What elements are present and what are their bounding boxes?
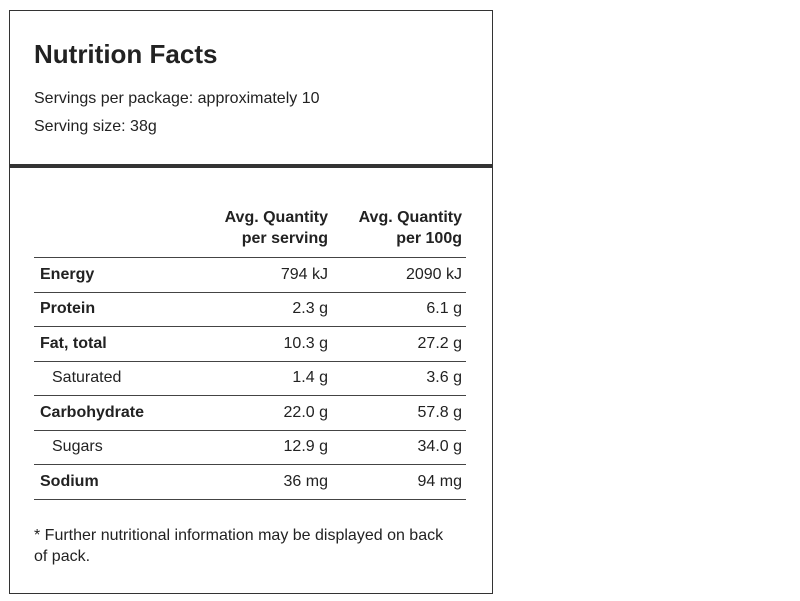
nutrient-value: 2090 kJ — [332, 257, 466, 292]
nutrient-name: Fat, total — [34, 326, 198, 361]
nutrient-value: 57.8 g — [332, 395, 466, 430]
nutrient-value: 34.0 g — [332, 429, 466, 465]
nutrient-value: 2.3 g — [198, 291, 332, 327]
footnote: * Further nutritional information may be… — [34, 527, 444, 565]
nutrient-name: Carbohydrate — [34, 395, 198, 430]
header-line: Avg. Quantity — [224, 209, 328, 226]
nutrient-row: Saturated 1.4 g 3.6 g — [34, 360, 466, 396]
nutrient-value: 22.0 g — [198, 395, 332, 430]
column-header: Avg. Quantity per serving — [198, 207, 332, 258]
nutrient-row: Carbohydrate 22.0 g 57.8 g — [34, 395, 466, 430]
servings: Servings per package: approximately 10 — [34, 90, 320, 107]
nutrient-name: Sodium — [34, 464, 198, 500]
nutrition-panel: Nutrition Facts Servings per package: ap… — [9, 10, 493, 594]
nutrient-value: 27.2 g — [332, 326, 466, 361]
serving-size: Serving size: 38g — [34, 118, 157, 135]
header-row: Avg. Quantity per serving Avg. Quantity pe… — [34, 207, 466, 258]
nutrient-name: Sugars — [34, 429, 198, 465]
nutrient-value: 12.9 g — [198, 429, 332, 465]
divider — [10, 164, 492, 168]
nutrient-row: Fat, total 10.3 g 27.2 g — [34, 326, 466, 361]
nutrient-row: Sugars 12.9 g 34.0 g — [34, 429, 466, 465]
nutrient-value: 36 mg — [198, 464, 332, 500]
nutrient-value: 10.3 g — [198, 326, 332, 361]
nutrition-table: Avg. Quantity per serving Avg. Quantity pe… — [34, 207, 466, 500]
nutrient-value: 3.6 g — [332, 360, 466, 396]
header-line: per 100g — [396, 230, 462, 247]
header-line: per serving — [241, 230, 328, 247]
nutrient-value: 1.4 g — [198, 360, 332, 396]
nutrient-name: Energy — [34, 257, 198, 292]
title: Nutrition Facts — [34, 39, 218, 69]
nutrient-value: 6.1 g — [332, 291, 466, 327]
nutrient-value: 94 mg — [332, 464, 466, 500]
nutrient-name: Protein — [34, 291, 198, 327]
nutrient-value: 794 kJ — [198, 257, 332, 292]
nutrient-name: Saturated — [34, 360, 198, 396]
nutrient-row: Energy 794 kJ 2090 kJ — [34, 257, 466, 292]
header-line: Avg. Quantity — [358, 209, 462, 226]
nutrient-row: Protein 2.3 g 6.1 g — [34, 291, 466, 327]
nutrient-row: Sodium 36 mg 94 mg — [34, 464, 466, 500]
column-header: Avg. Quantity per 100g — [332, 207, 466, 258]
